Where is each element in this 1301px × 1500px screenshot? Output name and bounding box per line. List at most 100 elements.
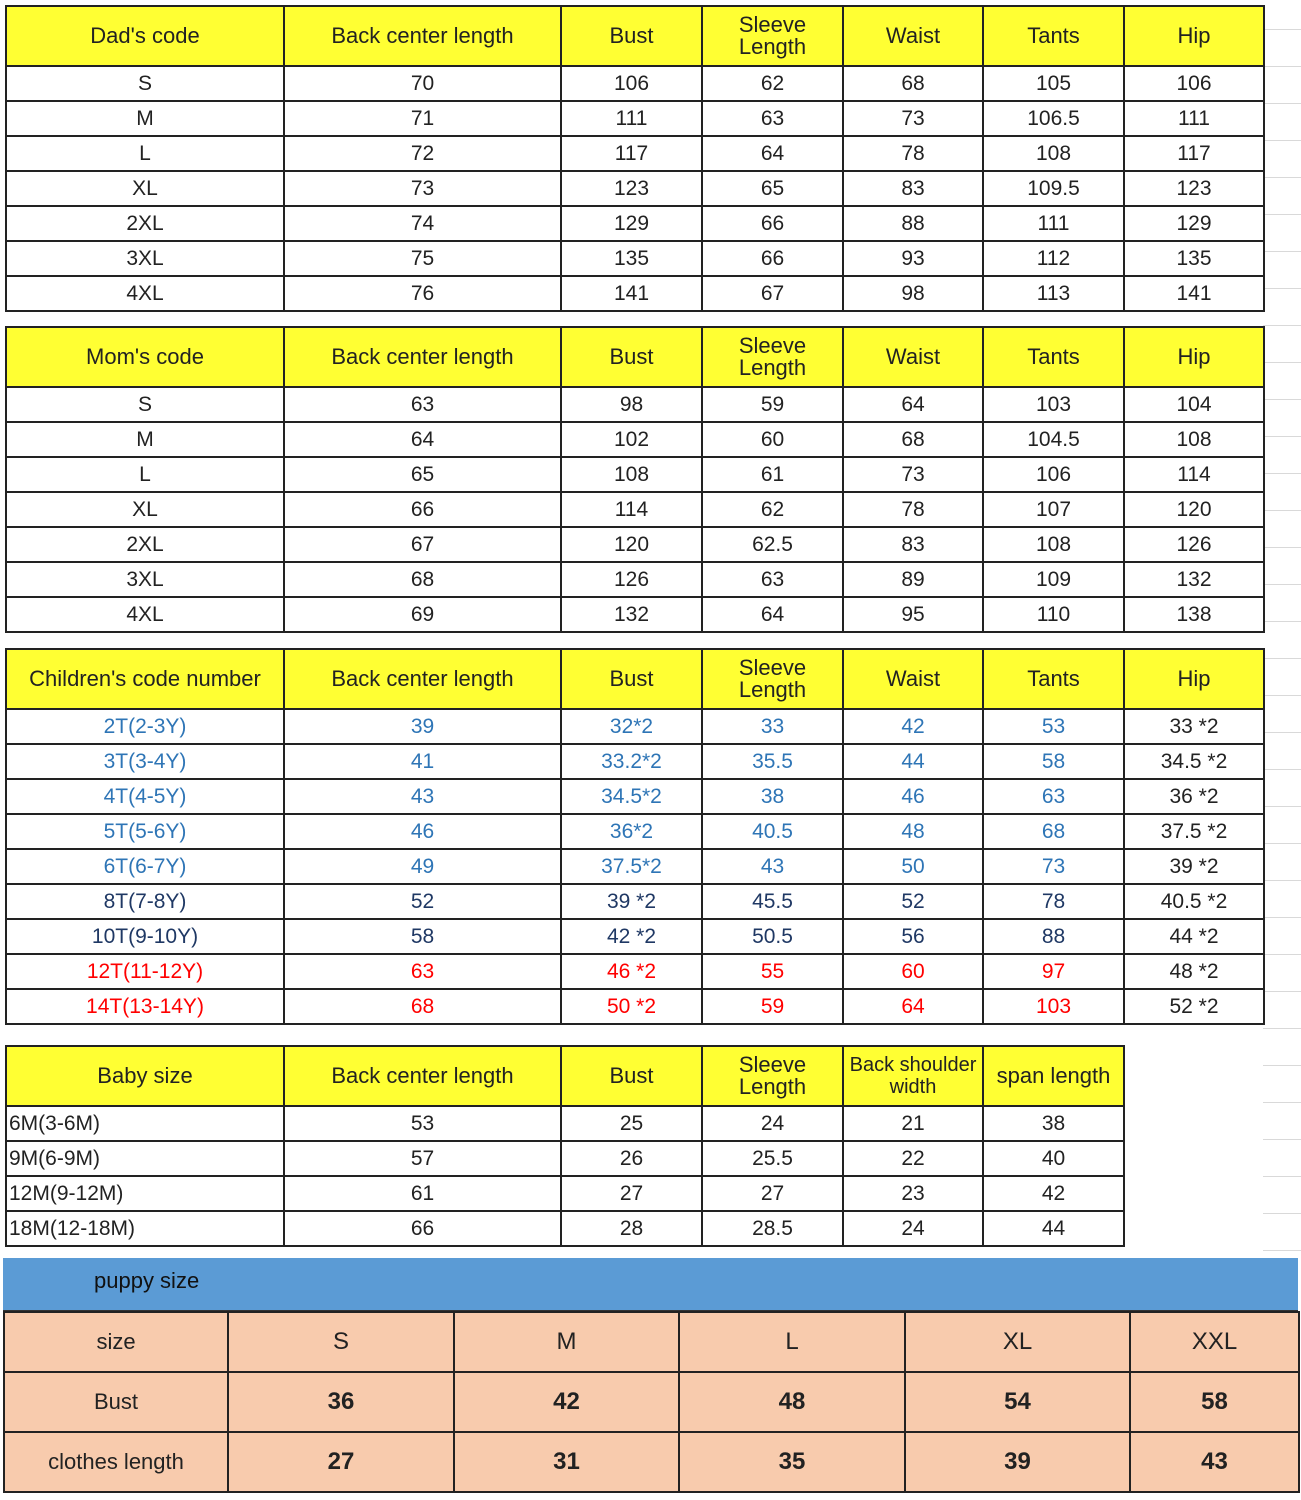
measurement-cell: 39 *2: [1123, 848, 1265, 885]
size-label-cell: 2XL: [5, 526, 285, 563]
measurement-cell: 53: [982, 708, 1125, 745]
measurement-cell: 73: [842, 100, 984, 137]
table-row: S 70 106 62 68 105 106: [5, 65, 1265, 102]
header-row: Mom's code Back center length Bust Sleeve L…: [5, 326, 1265, 388]
measurement-cell: 64: [283, 421, 562, 458]
measurement-cell: 42: [453, 1371, 680, 1433]
measurement-cell: 23: [842, 1175, 984, 1212]
measurement-cell: 58: [283, 918, 562, 955]
measurement-cell: 63: [283, 953, 562, 990]
measurement-cell: 39: [283, 708, 562, 745]
measurement-cell: 111: [1123, 100, 1265, 137]
measurement-cell: 88: [842, 205, 984, 242]
measurement-cell: 52: [283, 883, 562, 920]
measurement-cell: 64: [701, 135, 844, 172]
measurement-cell: 38: [701, 778, 844, 815]
measurement-cell: 34.5 *2: [1123, 743, 1265, 780]
measurement-cell: 56: [842, 918, 984, 955]
size-label-cell: M: [5, 100, 285, 137]
measurement-cell: 114: [560, 491, 703, 528]
measurement-cell: 40.5: [701, 813, 844, 850]
measurement-cell: 55: [701, 953, 844, 990]
measurement-cell: 46: [283, 813, 562, 850]
table-row: 4XL 76 141 67 98 113 141: [5, 275, 1265, 312]
measurement-cell: 123: [560, 170, 703, 207]
measurement-cell: 48: [842, 813, 984, 850]
table-row: M 64 102 60 68 104.5 108: [5, 421, 1265, 458]
measurement-cell: 68: [283, 561, 562, 598]
measurement-cell: 69: [283, 596, 562, 633]
size-label-cell: 6M(3-6M): [5, 1105, 285, 1142]
size-label-cell: 4T(4-5Y): [5, 778, 285, 815]
measurement-cell: 63: [283, 386, 562, 423]
measurement-cell: 60: [701, 421, 844, 458]
table-row: XL 66 114 62 78 107 120: [5, 491, 1265, 528]
measurement-cell: 43: [701, 848, 844, 885]
measurement-cell: 73: [982, 848, 1125, 885]
measurement-cell: 35.5: [701, 743, 844, 780]
measurement-cell: 43: [283, 778, 562, 815]
size-label-cell: 3XL: [5, 561, 285, 598]
measurement-cell: 62: [701, 65, 844, 102]
column-header: Bust: [560, 326, 703, 388]
size-label-cell: XL: [5, 491, 285, 528]
measurement-cell: 78: [982, 883, 1125, 920]
table-row: 3XL 75 135 66 93 112 135: [5, 240, 1265, 277]
column-header: Waist: [842, 326, 984, 388]
measurement-cell: 25.5: [701, 1140, 844, 1177]
measurement-cell: 129: [560, 205, 703, 242]
measurement-cell: 103: [982, 386, 1125, 423]
measurement-cell: 106.5: [982, 100, 1125, 137]
table-row: M 71 111 63 73 106.5 111: [5, 100, 1265, 137]
column-header: Mom's code: [5, 326, 285, 388]
table-row: 6T(6-7Y) 49 37.5*2 43 50 73 39 *2: [5, 848, 1265, 885]
measurement-cell: 27: [701, 1175, 844, 1212]
table-row: 12T(11-12Y) 63 46 *2 55 60 97 48 *2: [5, 953, 1265, 990]
mom-size-table: Mom's code Back center length Bust Sleeve L…: [5, 326, 1265, 633]
measurement-cell: 50: [842, 848, 984, 885]
measurement-cell: 35: [678, 1431, 906, 1493]
size-header: XXL: [1129, 1311, 1300, 1373]
size-label-cell: 2T(2-3Y): [5, 708, 285, 745]
measurement-cell: 45.5: [701, 883, 844, 920]
measurement-cell: 42: [842, 708, 984, 745]
measurement-cell: 28: [560, 1210, 703, 1247]
row-label: clothes length: [3, 1431, 229, 1493]
measurement-cell: 104: [1123, 386, 1265, 423]
column-header: Tants: [982, 5, 1125, 67]
measurement-cell: 67: [701, 275, 844, 312]
measurement-cell: 40.5 *2: [1123, 883, 1265, 920]
table-row: 18M(12-18M) 66 28 28.5 24 44: [5, 1210, 1125, 1247]
measurement-cell: 66: [283, 1210, 562, 1247]
measurement-cell: 33.2*2: [560, 743, 703, 780]
size-label-cell: L: [5, 456, 285, 493]
table-row: 10T(9-10Y) 58 42 *2 50.5 56 88 44 *2: [5, 918, 1265, 955]
measurement-cell: 50.5: [701, 918, 844, 955]
measurement-cell: 61: [701, 456, 844, 493]
measurement-cell: 112: [982, 240, 1125, 277]
column-header: Sleeve Length: [701, 648, 844, 710]
size-label-cell: M: [5, 421, 285, 458]
column-header: Sleeve Length: [701, 1045, 844, 1107]
measurement-cell: 108: [982, 135, 1125, 172]
column-header: Back center length: [283, 648, 562, 710]
measurement-cell: 105: [982, 65, 1125, 102]
puppy-row: clothes length 27 31 35 39 43: [3, 1431, 1300, 1493]
measurement-cell: 132: [560, 596, 703, 633]
table-row: 4XL 69 132 64 95 110 138: [5, 596, 1265, 633]
size-header: M: [453, 1311, 680, 1373]
measurement-cell: 37.5 *2: [1123, 813, 1265, 850]
measurement-cell: 123: [1123, 170, 1265, 207]
measurement-cell: 97: [982, 953, 1125, 990]
size-label-cell: 3T(3-4Y): [5, 743, 285, 780]
column-header: Back shoulder width: [842, 1045, 984, 1107]
measurement-cell: 28.5: [701, 1210, 844, 1247]
measurement-cell: 36 *2: [1123, 778, 1265, 815]
measurement-cell: 71: [283, 100, 562, 137]
measurement-cell: 70: [283, 65, 562, 102]
column-header: Sleeve Length: [701, 326, 844, 388]
measurement-cell: 110: [982, 596, 1125, 633]
size-label-cell: S: [5, 386, 285, 423]
measurement-cell: 24: [842, 1210, 984, 1247]
measurement-cell: 21: [842, 1105, 984, 1142]
